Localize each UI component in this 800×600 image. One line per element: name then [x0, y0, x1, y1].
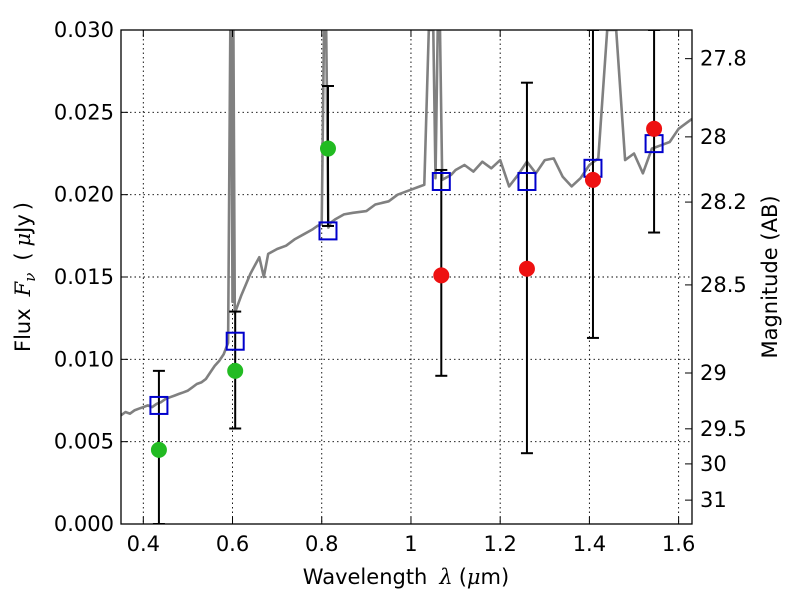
- x-axis-title-prefix: Wavelength: [303, 565, 428, 589]
- y-axis-unit-rest: Jy: [11, 214, 35, 235]
- y2-tick-label: 29: [700, 361, 727, 385]
- y-tick-label: 0.020: [54, 183, 114, 207]
- y-tick-label: 0.005: [54, 430, 114, 454]
- flux-point: [584, 171, 601, 188]
- x-tick-label: 0.8: [305, 532, 338, 556]
- y-axis-unit-mu: μ: [11, 233, 35, 247]
- x-tick-label: 0.6: [216, 532, 249, 556]
- x-axis-symbol: λ: [438, 565, 452, 589]
- model-point: [431, 171, 451, 191]
- y-axis-title-prefix: Flux: [11, 308, 35, 352]
- flux-point: [433, 267, 450, 284]
- y-axis-title: Flux Fν ( μJy): [11, 202, 39, 352]
- x-tick-label: 1.4: [573, 532, 606, 556]
- y-axis-unit-open: (: [11, 252, 35, 260]
- flux-point: [646, 120, 663, 137]
- flux-point: [319, 140, 336, 157]
- model-point: [517, 171, 537, 191]
- y-tick-label: 0.030: [54, 18, 114, 42]
- y-tick-label: 0.025: [54, 100, 114, 124]
- y-tick-label: 0.000: [54, 512, 114, 536]
- x-tick-label: 1.2: [483, 532, 516, 556]
- y2-tick-label: 28.5: [700, 273, 747, 297]
- grid: [121, 29, 692, 525]
- x-tick-label: 0.4: [127, 532, 160, 556]
- y-tick-label: 0.010: [54, 347, 114, 371]
- x-axis-title: Wavelength λ (μm): [303, 565, 509, 589]
- model-point: [149, 395, 169, 415]
- y2-tick-label: 27.8: [700, 47, 747, 71]
- y-axis-subscript: ν: [21, 273, 39, 282]
- y-axis-unit-close: ): [11, 202, 35, 210]
- plot-area: [121, 30, 692, 524]
- flux-point: [518, 260, 535, 277]
- template-sed-line: [121, 30, 692, 417]
- model-point: [318, 221, 338, 241]
- x-axis-unit-rest: m): [481, 565, 510, 589]
- y2-tick-label: 28: [700, 125, 727, 149]
- y-axis-symbol: F: [11, 280, 35, 297]
- y2-tick-label: 30: [700, 452, 727, 476]
- y2-axis-title: Magnitude (AB): [758, 195, 782, 358]
- ticks: 0.4 0.6 0.8 1 1.2 1.4 1.6 0.000 0.005 0.010 0.015 0…: [54, 18, 747, 556]
- x-axis-unit-open: (: [459, 565, 467, 589]
- x-axis-unit-mu: μ: [467, 565, 481, 589]
- y-tick-label: 0.015: [54, 265, 114, 289]
- x-tick-label: 1: [404, 532, 417, 556]
- y2-tick-label: 29.5: [700, 417, 747, 441]
- flux-point: [227, 362, 244, 379]
- model-point: [225, 331, 245, 351]
- flux-point: [150, 441, 167, 458]
- x-tick-label: 1.6: [662, 532, 695, 556]
- y2-tick-label: 31: [700, 488, 727, 512]
- y2-tick-label: 28.2: [700, 190, 747, 214]
